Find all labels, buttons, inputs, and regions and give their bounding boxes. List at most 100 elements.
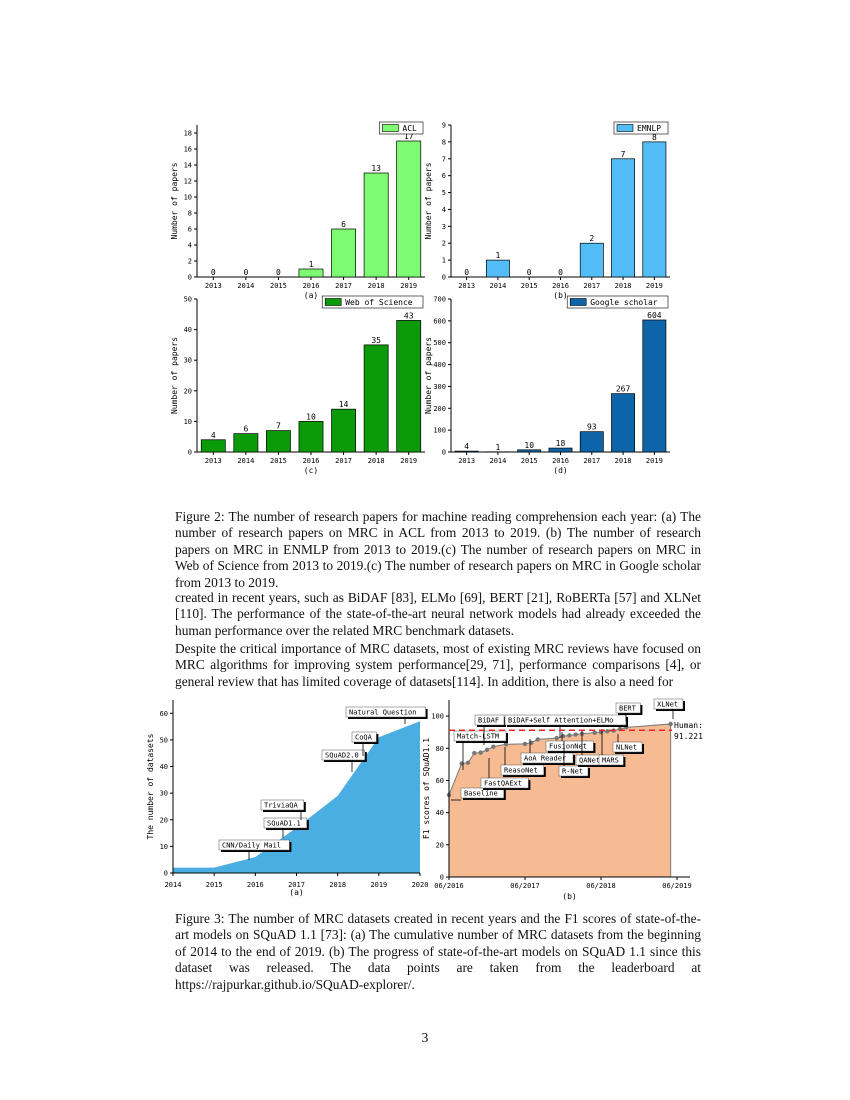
annotation-label: NLNet (616, 744, 637, 752)
legend-label: EMNLP (637, 124, 661, 133)
annotation-box (474, 714, 505, 726)
y-tick-label: 0 (188, 449, 192, 457)
x-tick-label: 2018 (329, 881, 346, 889)
bar (611, 158, 635, 278)
data-label: 6 (243, 425, 248, 434)
x-tick-label: 2014 (489, 282, 506, 290)
data-label: 0 (243, 268, 248, 277)
data-label: 0 (211, 268, 216, 277)
data-label: 7 (621, 150, 626, 159)
x-tick-label: 2018 (615, 282, 632, 290)
y-tick-label: 1 (442, 257, 446, 265)
data-point (605, 729, 610, 734)
x-tick-label: 2020 (412, 881, 429, 889)
y-tick-label: 0 (188, 274, 192, 282)
y-tick-label: 60 (436, 777, 444, 785)
bar (298, 421, 324, 453)
x-tick-label: 2017 (335, 457, 352, 465)
annotation-label: XLNet (657, 701, 678, 709)
data-label: 18 (556, 439, 566, 448)
x-tick-label: 2019 (646, 457, 663, 465)
annotation-label: Natural Question (349, 709, 416, 717)
y-tick-label: 2 (442, 240, 446, 248)
annotation-box (520, 752, 574, 764)
caption-label: Figure 3: (175, 911, 225, 926)
y-tick-label: 6 (188, 226, 192, 234)
x-tick-label: 2014 (489, 457, 506, 465)
y-tick-label: 10 (184, 194, 192, 202)
y-tick-label: 100 (431, 713, 444, 721)
y-tick-label: 7 (442, 155, 446, 163)
area (173, 721, 420, 873)
data-point (478, 750, 483, 755)
data-point (592, 730, 597, 735)
data-label: 14 (339, 400, 349, 409)
page-number: 3 (421, 1030, 429, 1045)
annotation-box (453, 730, 507, 742)
data-label: 10 (524, 441, 534, 450)
bar (200, 439, 226, 453)
x-tick-label: 2016 (247, 881, 264, 889)
legend-swatch (569, 298, 587, 306)
data-point (560, 734, 566, 739)
x-tick-label: 2018 (615, 457, 632, 465)
y-tick-label: 14 (184, 162, 192, 170)
x-tick-label: 2014 (165, 881, 182, 889)
area-chart-e: 0 10 20 30 40 50 60 (a) The number of datasets CN… (146, 700, 428, 897)
y-tick-label: 4 (442, 206, 446, 214)
x-tick-label: 2013 (205, 457, 222, 465)
annotation-box (653, 698, 684, 710)
x-tick-label: 2015 (521, 282, 538, 290)
y-tick-label: 9 (442, 122, 446, 130)
data-point (573, 732, 578, 737)
data-label: 7 (276, 422, 281, 431)
y-tick-label: 100 (433, 427, 446, 435)
data-label: 2 (589, 234, 594, 243)
y-axis-label: Number of papers (170, 162, 179, 239)
data-label: 604 (647, 311, 662, 320)
y-tick-label: 40 (184, 326, 192, 334)
y-tick-label: 18 (184, 130, 192, 138)
y-axis-label: Number of papers (170, 337, 179, 414)
x-tick-label: 2014 (237, 457, 254, 465)
legend-box (321, 295, 424, 309)
annotation-label: SQuAD2.0 (325, 752, 359, 760)
y-tick-label: 10 (160, 843, 168, 851)
x-tick-label: 2019 (400, 282, 417, 290)
legend-label: Web of Science (345, 298, 413, 307)
bar (363, 344, 389, 453)
y-axis-label: Number of papers (424, 162, 433, 239)
data-point (567, 733, 572, 738)
legend-label: ACL (402, 124, 417, 133)
y-tick-label: 20 (160, 816, 168, 824)
bar (298, 268, 324, 278)
x-tick-label: 2015 (206, 881, 223, 889)
y-tick-label: 16 (184, 146, 192, 154)
data-label: 0 (558, 268, 563, 277)
x-tick-label: 06/2018 (586, 882, 616, 890)
bar (548, 447, 573, 453)
y-tick-label: 0 (440, 874, 444, 882)
x-tick-label: 2016 (303, 282, 320, 290)
data-label: 0 (276, 268, 281, 277)
data-label: 0 (527, 268, 532, 277)
x-tick-label: 2017 (583, 282, 600, 290)
y-axis-label: F1 scores of SQuAD1.1 (422, 738, 431, 839)
bar (266, 430, 291, 453)
y-tick-label: 200 (433, 405, 446, 413)
reference-label: Human: (674, 721, 703, 730)
bar (454, 450, 479, 453)
data-point (465, 760, 471, 765)
subfigure-label: (a) (304, 291, 318, 300)
y-axis-label: The number of datasets (146, 733, 155, 839)
annotation-label: Baseline (464, 790, 498, 798)
data-label: 10 (306, 412, 316, 421)
annotation-label: SQuAD1.1 (267, 820, 301, 828)
y-tick-label: 700 (433, 296, 446, 304)
y-tick-label: 3 (442, 223, 446, 231)
y-tick-label: 2 (188, 258, 192, 266)
caption-text: The number of MRC datasets created in re… (175, 911, 701, 992)
annotation-box (612, 741, 643, 753)
y-tick-label: 40 (160, 763, 168, 771)
annotation-box (480, 777, 529, 789)
